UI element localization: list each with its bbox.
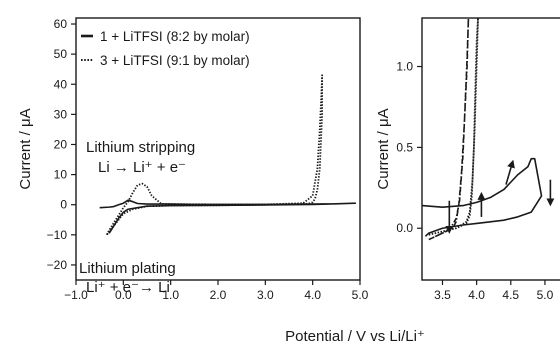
series-line-dotted-2	[105, 74, 324, 236]
x-tick-label: 4.0	[304, 288, 321, 302]
y-tick-label: 30	[54, 107, 68, 121]
legend-entry-1: 1 + LiTFSI (8:2 by molar)	[100, 29, 250, 44]
x-tick-label: 5.0	[537, 288, 554, 302]
y-tick-label: 1.0	[396, 60, 413, 74]
right-panel: 3.5 4.0 4.5 5.0 1.0 0.5 0.0 Current / μA	[375, 17, 560, 302]
right-y-axis-title: Current / μA	[375, 108, 392, 189]
left-panel: −1.0 0.0 1.0 2.0 3.0 4.0 5.0 60 50 40 30 20 10 0 −10 −2…	[17, 17, 369, 302]
x-tick-label: −1.0	[64, 288, 88, 302]
series-line-solid-1	[99, 199, 357, 234]
annotation-plating-eq: Li⁺ + e⁻→ Li	[86, 279, 170, 296]
left-series-group	[99, 74, 357, 236]
y-tick-label: 20	[54, 137, 68, 151]
x-tick-label: 4.5	[502, 288, 519, 302]
left-y-axis-title: Current / μA	[17, 108, 34, 189]
x-tick-label: 3.5	[434, 288, 451, 302]
y-tick-label: −20	[47, 258, 68, 272]
y-tick-label: 60	[54, 17, 68, 31]
annotation-stripping-title: Lithium stripping	[86, 139, 195, 156]
y-tick-label: −10	[47, 228, 68, 242]
y-tick-label: 40	[54, 77, 68, 91]
right-axis-ticks: 3.5 4.0 4.5 5.0 1.0 0.5 0.0	[396, 60, 553, 302]
series-line-solid-1	[422, 157, 543, 237]
right-plot-frame	[421, 17, 560, 281]
y-tick-label: 0.5	[396, 140, 413, 154]
x-tick-label: 5.0	[352, 288, 369, 302]
x-tick-label: 4.0	[468, 288, 485, 302]
series-line-dotted-3	[428, 18, 479, 236]
x-tick-label: 2.0	[210, 288, 227, 302]
x-tick-label: 3.0	[257, 288, 274, 302]
x-tick-label: 0.0	[115, 288, 132, 302]
left-axis-ticks: −1.0 0.0 1.0 2.0 3.0 4.0 5.0 60 50 40 30 20 10 0 −10 −2…	[47, 17, 369, 302]
y-tick-label: 50	[54, 47, 68, 61]
annotation-plating-title: Lithium plating	[79, 260, 176, 277]
legend: 1 + LiTFSI (8:2 by molar) 3 + LiTFSI (9:…	[81, 29, 250, 68]
x-tick-label: 1.0	[162, 288, 179, 302]
legend-entry-2: 3 + LiTFSI (9:1 by molar)	[100, 53, 250, 68]
annotation-stripping-eq: Li → Li⁺ + e⁻	[98, 159, 186, 176]
scan-arrow-3	[505, 159, 515, 185]
y-tick-label: 0	[60, 198, 67, 212]
y-tick-label: 0.0	[396, 221, 413, 235]
x-axis-title: Potential / V vs Li/Li⁺	[285, 328, 425, 345]
y-tick-label: 10	[54, 168, 68, 182]
scan-direction-arrows	[445, 159, 555, 234]
